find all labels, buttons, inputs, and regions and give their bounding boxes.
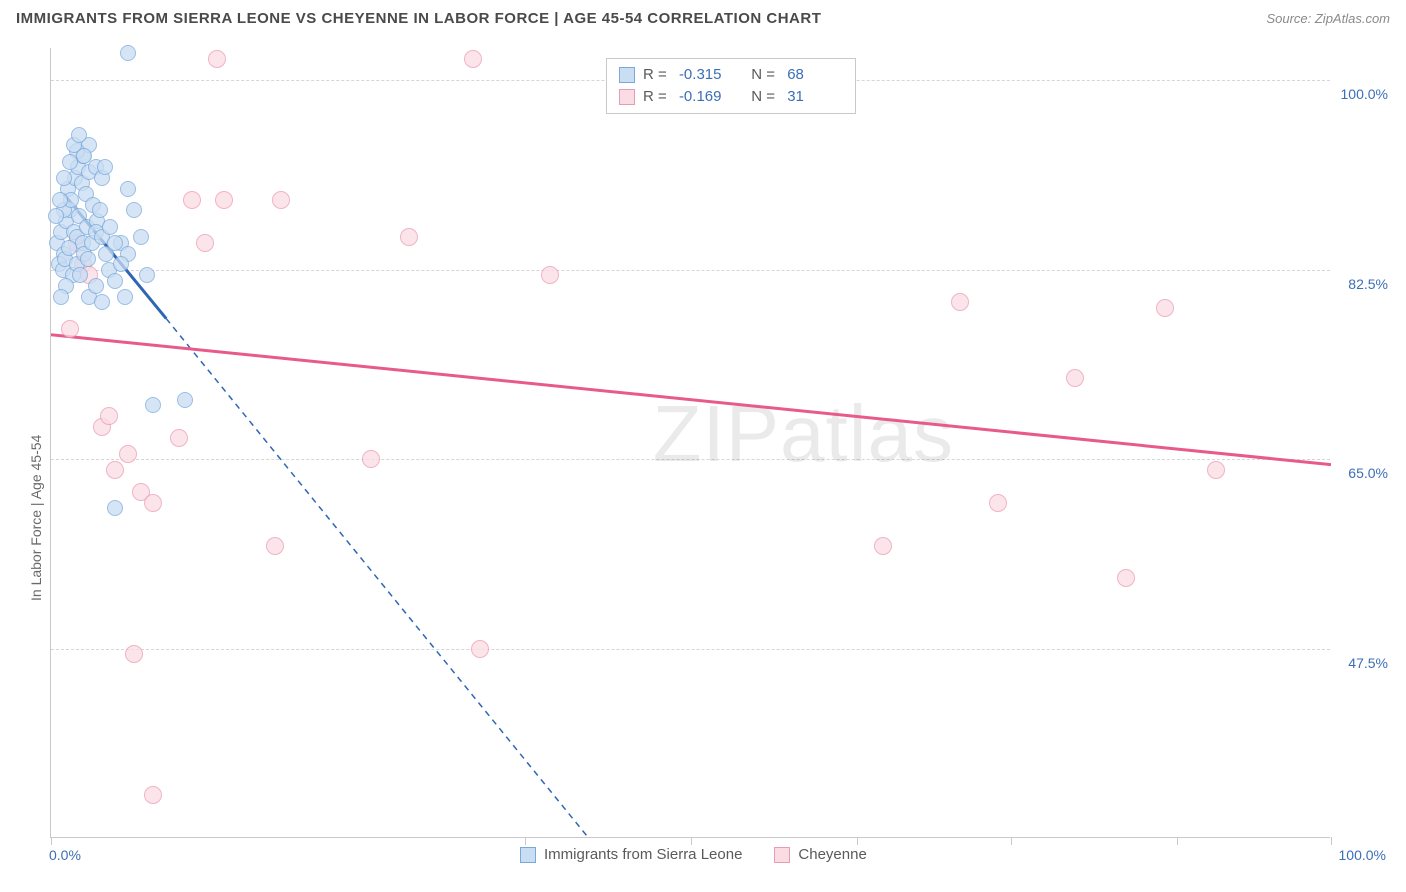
point-sierra-leone: [120, 181, 136, 197]
point-sierra-leone: [107, 235, 123, 251]
stat-label-n: N =: [743, 64, 779, 86]
y-tick-label: 82.5%: [1348, 276, 1388, 292]
point-cheyenne: [874, 537, 892, 555]
point-sierra-leone: [117, 289, 133, 305]
point-cheyenne: [196, 234, 214, 252]
point-cheyenne: [119, 445, 137, 463]
point-sierra-leone: [94, 294, 110, 310]
point-sierra-leone: [92, 202, 108, 218]
point-sierra-leone: [107, 500, 123, 516]
x-tick: [691, 837, 692, 845]
point-sierra-leone: [76, 148, 92, 164]
stat-value-r: -0.169: [679, 86, 735, 108]
series-legend: Immigrants from Sierra Leone Cheyenne: [520, 846, 867, 863]
x-tick: [1011, 837, 1012, 845]
point-sierra-leone: [133, 229, 149, 245]
point-sierra-leone: [107, 273, 123, 289]
point-sierra-leone: [72, 267, 88, 283]
series-legend-item: Cheyenne: [774, 846, 866, 863]
series-legend-label: Immigrants from Sierra Leone: [544, 846, 742, 863]
y-tick-label: 100.0%: [1341, 86, 1388, 102]
chart-title: IMMIGRANTS FROM SIERRA LEONE VS CHEYENNE…: [16, 10, 821, 27]
gridline-h: [51, 459, 1330, 460]
point-cheyenne: [183, 191, 201, 209]
x-max-label: 100.0%: [1339, 847, 1386, 863]
point-sierra-leone: [126, 202, 142, 218]
point-sierra-leone: [145, 397, 161, 413]
point-cheyenne: [215, 191, 233, 209]
x-tick: [857, 837, 858, 845]
point-sierra-leone: [88, 278, 104, 294]
gridline-h: [51, 649, 1330, 650]
point-sierra-leone: [97, 159, 113, 175]
point-sierra-leone: [113, 256, 129, 272]
stat-value-r: -0.315: [679, 64, 735, 86]
plot-area: 47.5%65.0%82.5%100.0%0.0%100.0%ZIPatlasR…: [50, 48, 1330, 838]
point-cheyenne: [1066, 369, 1084, 387]
point-cheyenne: [471, 640, 489, 658]
point-cheyenne: [144, 786, 162, 804]
stats-legend-row: R = -0.315 N = 68: [619, 64, 843, 86]
y-tick-label: 65.0%: [1348, 465, 1388, 481]
stat-value-n: 31: [787, 86, 843, 108]
stats-legend-row: R = -0.169 N = 31: [619, 86, 843, 108]
series-legend-label: Cheyenne: [798, 846, 866, 863]
point-cheyenne: [272, 191, 290, 209]
legend-swatch: [520, 847, 536, 863]
x-tick: [525, 837, 526, 845]
stat-label-r: R =: [643, 64, 671, 86]
point-cheyenne: [106, 461, 124, 479]
x-tick: [51, 837, 52, 845]
point-cheyenne: [989, 494, 1007, 512]
y-axis-title: In Labor Force | Age 45-54: [28, 435, 44, 601]
point-sierra-leone: [61, 240, 77, 256]
legend-swatch: [619, 89, 635, 105]
point-sierra-leone: [177, 392, 193, 408]
stat-value-n: 68: [787, 64, 843, 86]
correlation-chart: 47.5% 65.0% 82.5% 100.0% 0.0% 100.0% ZIPatlas R…: [50, 48, 1406, 878]
point-cheyenne: [362, 450, 380, 468]
point-sierra-leone: [80, 251, 96, 267]
point-cheyenne: [61, 320, 79, 338]
point-cheyenne: [541, 266, 559, 284]
x-tick: [1331, 837, 1332, 845]
stats-legend: R = -0.315 N = 68R = -0.169 N = 31: [606, 58, 856, 114]
point-cheyenne: [1117, 569, 1135, 587]
point-cheyenne: [100, 407, 118, 425]
source-attribution: Source: ZipAtlas.com: [1266, 11, 1390, 26]
point-cheyenne: [464, 50, 482, 68]
point-cheyenne: [1156, 299, 1174, 317]
point-sierra-leone: [102, 219, 118, 235]
series-legend-item: Immigrants from Sierra Leone: [520, 846, 742, 863]
point-cheyenne: [1207, 461, 1225, 479]
point-sierra-leone: [48, 208, 64, 224]
point-cheyenne: [951, 293, 969, 311]
point-sierra-leone: [52, 192, 68, 208]
stat-label-r: R =: [643, 86, 671, 108]
gridline-h: [51, 270, 1330, 271]
point-sierra-leone: [139, 267, 155, 283]
y-tick-label: 47.5%: [1348, 655, 1388, 671]
point-cheyenne: [125, 645, 143, 663]
watermark: ZIPatlas: [653, 388, 954, 480]
x-tick: [1177, 837, 1178, 845]
point-cheyenne: [208, 50, 226, 68]
point-sierra-leone: [53, 289, 69, 305]
legend-swatch: [619, 67, 635, 83]
point-sierra-leone: [71, 127, 87, 143]
point-sierra-leone: [56, 170, 72, 186]
trend-lines: [51, 48, 1331, 838]
point-cheyenne: [266, 537, 284, 555]
x-min-label: 0.0%: [49, 847, 81, 863]
legend-swatch: [774, 847, 790, 863]
point-cheyenne: [144, 494, 162, 512]
stat-label-n: N =: [743, 86, 779, 108]
point-sierra-leone: [120, 45, 136, 61]
point-cheyenne: [170, 429, 188, 447]
point-cheyenne: [400, 228, 418, 246]
